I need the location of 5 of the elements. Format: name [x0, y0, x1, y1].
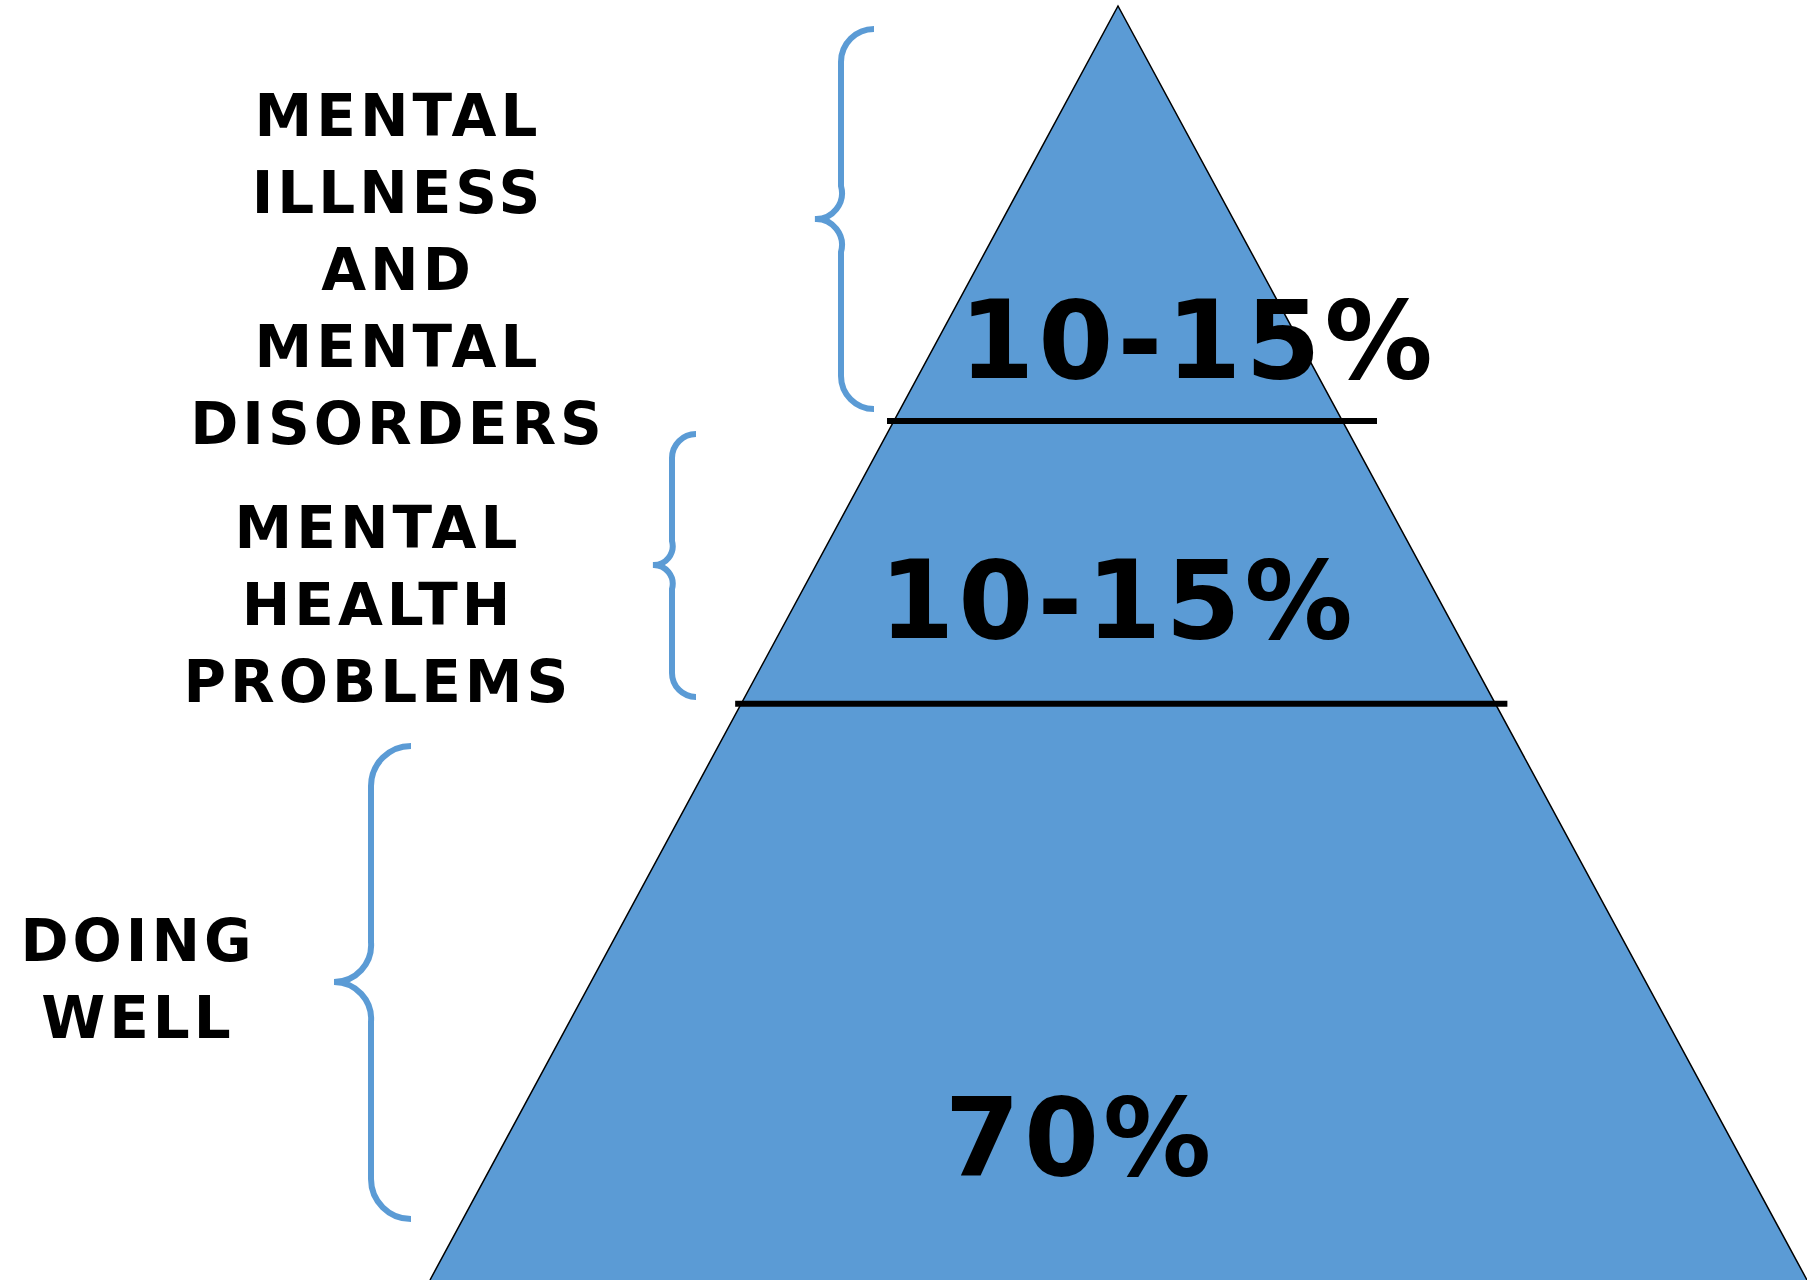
category-label: MENTAL ILLNESS AND MENTAL DISORDERS [190, 82, 606, 458]
category-label: MENTAL HEALTH PROBLEMS [183, 494, 573, 716]
data-label: 10-15% [879, 538, 1357, 663]
category-label: DOING WELL [20, 907, 256, 1052]
data-label: 70% [944, 1075, 1216, 1200]
